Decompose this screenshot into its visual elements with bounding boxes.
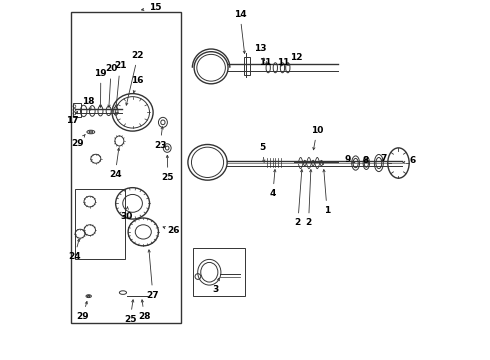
Text: 18: 18 — [82, 97, 95, 110]
Text: 26: 26 — [163, 226, 180, 235]
Text: 2: 2 — [294, 170, 303, 228]
Text: 11: 11 — [277, 58, 290, 67]
Text: 5: 5 — [259, 143, 265, 162]
Text: 6: 6 — [403, 156, 416, 165]
Text: 25: 25 — [124, 300, 136, 324]
Bar — [73, 103, 81, 117]
Text: 1: 1 — [323, 170, 330, 215]
Text: 29: 29 — [71, 134, 85, 148]
Text: 19: 19 — [95, 69, 107, 107]
Text: 11: 11 — [259, 58, 272, 67]
Text: 22: 22 — [126, 51, 144, 105]
Text: 8: 8 — [363, 156, 369, 165]
Text: 12: 12 — [288, 53, 303, 65]
Text: 10: 10 — [311, 126, 323, 150]
Text: 2: 2 — [305, 170, 312, 228]
Text: 25: 25 — [162, 155, 174, 182]
Text: 30: 30 — [121, 207, 133, 221]
Bar — [75, 189, 125, 259]
Bar — [71, 13, 181, 323]
Text: 3: 3 — [213, 278, 220, 293]
Text: 17: 17 — [66, 111, 78, 125]
Text: 4: 4 — [270, 170, 276, 198]
Text: 24: 24 — [68, 239, 81, 261]
Text: 21: 21 — [114, 62, 126, 107]
Bar — [244, 57, 250, 75]
Text: 16: 16 — [131, 76, 144, 93]
Text: 7: 7 — [380, 154, 387, 163]
Text: 23: 23 — [154, 127, 166, 150]
Text: 13: 13 — [254, 44, 266, 61]
Text: 9: 9 — [344, 155, 355, 164]
Text: 24: 24 — [109, 148, 122, 179]
Text: 14: 14 — [234, 10, 246, 53]
Text: 29: 29 — [76, 302, 89, 321]
Text: 20: 20 — [105, 64, 118, 107]
Text: 28: 28 — [138, 300, 150, 321]
Bar — [193, 248, 245, 296]
Text: 27: 27 — [147, 250, 159, 300]
Text: 15: 15 — [142, 3, 161, 12]
